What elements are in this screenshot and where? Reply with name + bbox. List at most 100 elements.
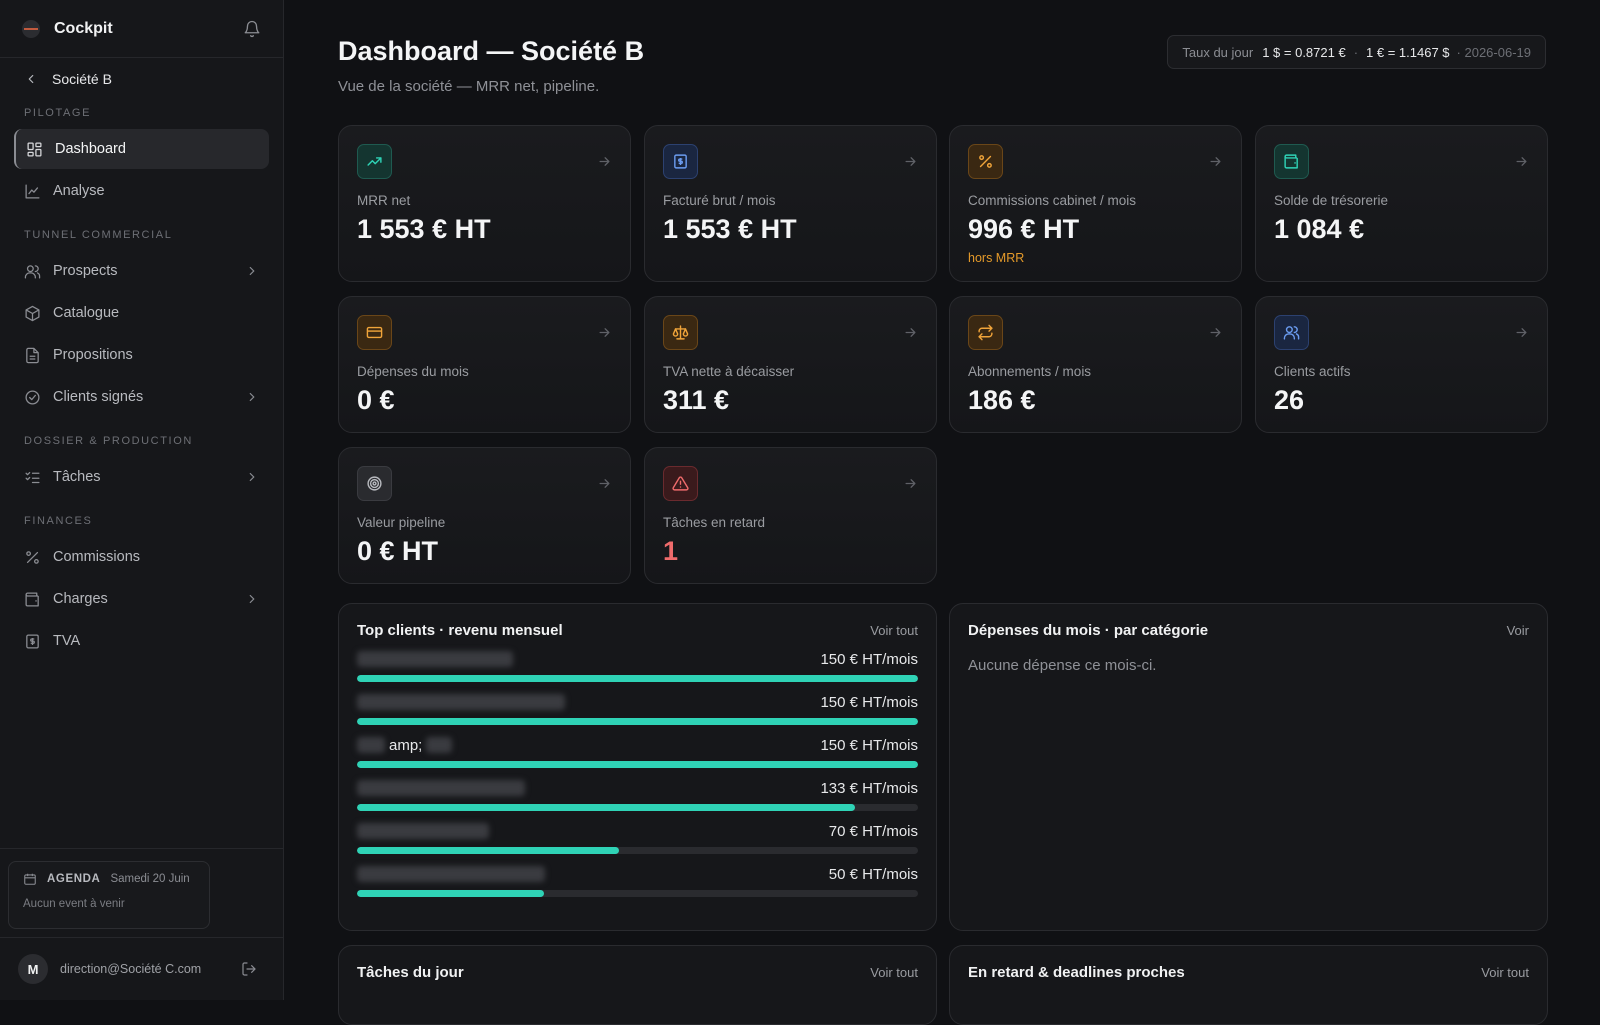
exchange-rate-badge: Taux du jour 1 $ = 0.8721 € · 1 € = 1.14… — [1167, 35, 1546, 69]
kpi-card-mrr-net[interactable]: MRR net 1 553 € HT — [338, 125, 631, 282]
list-checks-icon — [25, 471, 40, 483]
kpi-value: 311 € — [663, 385, 730, 415]
client-revenue-row[interactable]: 70 € HT/mois — [357, 820, 918, 854]
kpi-card-pipeline[interactable]: Valeur pipeline 0 € HT — [338, 447, 631, 584]
kpi-value: 186 € — [968, 385, 1036, 415]
section-label-finances: FINANCES — [24, 515, 93, 527]
sidebar-item-catalogue[interactable]: Catalogue — [14, 293, 269, 333]
client-revenue-row[interactable]: 150 € HT/mois — [357, 648, 918, 682]
bell-icon[interactable] — [243, 20, 261, 38]
kpi-value: 996 € HT — [968, 214, 1080, 244]
kpi-value: 1 553 € HT — [357, 214, 491, 244]
sidebar-item-propositions[interactable]: Propositions — [14, 335, 269, 375]
kpi-note: hors MRR — [968, 251, 1025, 265]
kpi-card-clients-actifs[interactable]: Clients actifs 26 — [1255, 296, 1548, 433]
client-revenue-row[interactable]: 50 € HT/mois — [357, 863, 918, 897]
kpi-label: Commissions cabinet / mois — [968, 193, 1137, 208]
trending-up-icon — [357, 144, 392, 179]
client-revenue-row[interactable]: 133 € HT/mois — [357, 777, 918, 811]
check-circle-icon — [25, 389, 40, 405]
sidebar-item-analyse[interactable]: Analyse — [14, 171, 269, 211]
layout-grid-icon — [27, 141, 42, 157]
kpi-value: 1 — [663, 536, 679, 566]
file-text-icon — [26, 347, 39, 363]
kpi-card-commissions[interactable]: Commissions cabinet / mois 996 € HT hors… — [949, 125, 1242, 282]
client-revenue-value: 70 € HT/mois — [828, 822, 918, 840]
kpi-card-depenses[interactable]: Dépenses du mois 0 € — [338, 296, 631, 433]
arrow-right-icon — [1210, 157, 1221, 166]
sidebar-item-label: TVA — [53, 633, 81, 649]
rate-date: · 2026-06-19 — [1456, 44, 1531, 60]
rate-usd-eur: 1 $ = 0.8721 € — [1262, 44, 1346, 60]
agenda-card[interactable]: AGENDA Samedi 20 Juin Aucun event à veni… — [8, 861, 210, 929]
expenses-empty-text: Aucune dépense ce mois-ci. — [968, 657, 1157, 674]
redacted-client-name — [426, 737, 453, 753]
agenda-title: AGENDA — [47, 873, 101, 885]
sidebar-item-label: Clients signés — [53, 389, 144, 405]
expenses-panel: Dépenses du mois · par catégorie Voir Au… — [949, 603, 1548, 931]
avatar[interactable]: M — [18, 954, 48, 984]
redacted-client-name — [357, 737, 385, 753]
calendar-icon — [24, 873, 36, 885]
client-revenue-row[interactable]: 150 € HT/mois — [357, 691, 918, 725]
top-clients-panel: Top clients · revenu mensuel Voir tout 1… — [338, 603, 937, 931]
back-to-company[interactable]: Société B — [0, 59, 283, 99]
sidebar-item-clients-signes[interactable]: Clients signés — [14, 377, 269, 417]
rate-label: Taux du jour — [1182, 44, 1254, 60]
panel-title: Top clients · revenu mensuel — [357, 622, 563, 639]
logout-icon[interactable] — [241, 961, 257, 977]
revenue-bar-track — [357, 761, 918, 768]
revenue-bar-fill — [357, 890, 544, 897]
agenda-empty-text: Aucun event à venir — [23, 898, 125, 910]
client-revenue-value: 150 € HT/mois — [820, 736, 918, 754]
agenda-date: Samedi 20 Juin — [110, 873, 190, 885]
brand-header: Cockpit — [0, 0, 283, 58]
arrow-right-icon — [1516, 328, 1527, 337]
kpi-card-tva[interactable]: TVA nette à décaisser 311 € — [644, 296, 937, 433]
revenue-bar-fill — [357, 847, 619, 854]
invoice-icon — [663, 144, 698, 179]
arrow-right-icon — [599, 328, 610, 337]
kpi-label: Dépenses du mois — [357, 364, 469, 379]
wallet-icon — [25, 591, 39, 607]
client-revenue-value: 133 € HT/mois — [820, 779, 918, 797]
kpi-card-tresorerie[interactable]: Solde de trésorerie 1 084 € — [1255, 125, 1548, 282]
see-link[interactable]: Voir — [1506, 623, 1529, 638]
kpi-card-taches-retard[interactable]: Tâches en retard 1 — [644, 447, 937, 584]
late-deadlines-panel: En retard & deadlines proches Voir tout — [949, 945, 1548, 1025]
sidebar-item-dashboard[interactable]: Dashboard — [14, 129, 269, 169]
client-revenue-value: 50 € HT/mois — [828, 865, 918, 883]
sidebar-item-label: Propositions — [53, 347, 133, 363]
kpi-card-facture-brut[interactable]: Facturé brut / mois 1 553 € HT — [644, 125, 937, 282]
revenue-bar-track — [357, 675, 918, 682]
client-revenue-row[interactable]: amp; 150 € HT/mois — [357, 734, 918, 768]
sidebar-item-commissions[interactable]: Commissions — [14, 537, 269, 577]
see-all-link[interactable]: Voir tout — [1481, 965, 1529, 980]
target-icon — [357, 466, 392, 501]
arrow-right-icon — [1210, 328, 1221, 337]
rate-separator: · — [1353, 44, 1359, 60]
sidebar-item-charges[interactable]: Charges — [14, 579, 269, 619]
see-all-link[interactable]: Voir tout — [870, 623, 918, 638]
line-chart-icon — [25, 183, 40, 199]
user-email: direction@Société C.com — [60, 962, 202, 976]
see-all-link[interactable]: Voir tout — [870, 965, 918, 980]
percent-icon — [968, 144, 1003, 179]
kpi-card-abonnements[interactable]: Abonnements / mois 186 € — [949, 296, 1242, 433]
revenue-bar-track — [357, 718, 918, 725]
kpi-value: 26 — [1274, 385, 1305, 415]
brand-name: Cockpit — [54, 19, 113, 37]
sidebar: Cockpit Société B PILOTAGE Dashboard Ana… — [0, 0, 284, 1000]
arrow-right-icon — [599, 479, 610, 488]
panel-title: En retard & deadlines proches — [968, 964, 1185, 981]
page-subtitle: Vue de la société — MRR net, pipeline. — [338, 78, 600, 95]
chevron-left-icon — [28, 74, 34, 84]
chevron-right-icon — [249, 392, 255, 402]
revenue-bar-track — [357, 890, 918, 897]
revenue-bar-fill — [357, 761, 918, 768]
sidebar-item-prospects[interactable]: Prospects — [14, 251, 269, 291]
arrow-right-icon — [599, 157, 610, 166]
sidebar-item-label: Catalogue — [53, 305, 120, 321]
sidebar-item-tva[interactable]: TVA — [14, 621, 269, 661]
sidebar-item-taches[interactable]: Tâches — [14, 457, 269, 497]
